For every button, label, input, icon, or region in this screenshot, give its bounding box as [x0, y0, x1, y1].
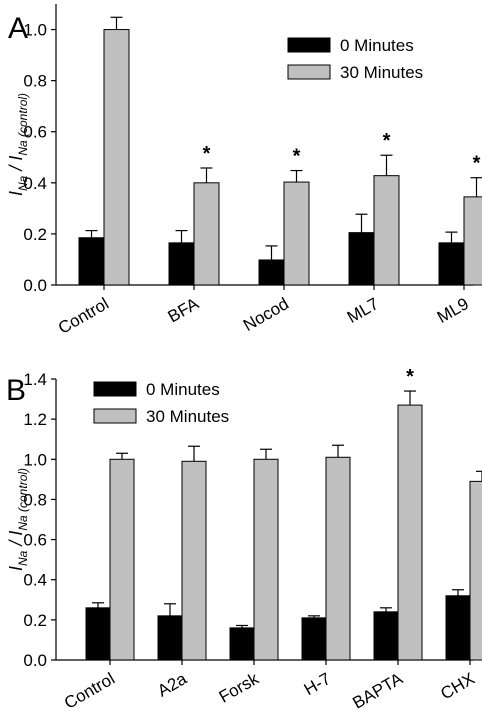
y-tick-label: 0.4 [23, 571, 47, 590]
y-tick-label: 0.2 [23, 225, 47, 244]
category-label: Control [61, 669, 118, 713]
y-axis-label: INa / INa (control) [6, 468, 30, 571]
bar-0min [445, 595, 471, 661]
bar-0min [258, 259, 285, 286]
significance-star: * [406, 366, 414, 388]
significance-star: * [203, 143, 211, 165]
category-label: Forsk [216, 669, 263, 707]
significance-star: * [473, 153, 481, 175]
bar-30min [193, 182, 220, 286]
bar-30min [469, 480, 482, 661]
bar-30min [103, 29, 130, 286]
category-label: ML7 [344, 294, 382, 327]
category-label: BAPTA [349, 669, 406, 713]
category-label: CHX [437, 669, 478, 703]
y-tick-label: 0.8 [23, 72, 47, 91]
category-label: Control [55, 294, 112, 338]
panel-b: B 0.0 0.2 0.4 0.6 0.8 1.0 1.2 1.4 INa / INa (cont… [6, 366, 482, 713]
legend-label: 30 Minutes [340, 63, 423, 82]
y-tick-label: 0.6 [23, 531, 47, 550]
y-tick-label: 0.2 [23, 611, 47, 630]
legend-swatch [287, 64, 331, 80]
panel-a: A 0.0 0.2 0.4 0.6 0.8 1.0 INa / INa (control) Co… [6, 4, 482, 338]
panel-letter: A [8, 12, 28, 45]
category-label: ML9 [434, 294, 472, 327]
legend-label: 0 Minutes [340, 36, 414, 55]
y-axis-label: INa / INa (control) [6, 93, 30, 196]
bar-0min [157, 615, 183, 661]
y-tick-label: 1.2 [23, 410, 47, 429]
category-label: H-7 [301, 669, 334, 699]
category-label: A2a [154, 669, 190, 701]
bar-0min [301, 617, 327, 661]
bar-30min [181, 460, 207, 661]
bar-0min [85, 607, 111, 661]
category-label: BFA [165, 294, 203, 327]
bar-30min [325, 456, 351, 661]
bar-30min [283, 181, 310, 286]
bar-0min [438, 242, 465, 286]
bar-0min [373, 611, 399, 661]
category-label: Nocod [240, 294, 292, 335]
bar-0min [229, 627, 255, 661]
legend-label: 0 Minutes [146, 380, 220, 399]
legend-label: 30 Minutes [146, 407, 229, 426]
y-tick-label: 0.6 [23, 123, 47, 142]
significance-star: * [293, 146, 301, 168]
y-tick-label: 1.0 [23, 21, 47, 40]
bar-0min [78, 237, 105, 286]
y-tick-label: 1.0 [23, 450, 47, 469]
y-tick-label: 0.4 [23, 174, 47, 193]
legend-swatch [93, 381, 137, 397]
bar-0min [348, 232, 375, 286]
bar-30min [397, 404, 423, 661]
significance-star: * [383, 130, 391, 152]
panel-letter: B [6, 374, 26, 407]
y-tick-label: 0.0 [23, 276, 47, 295]
bar-30min [463, 196, 482, 286]
bar-30min [109, 458, 135, 661]
bar-30min [373, 175, 400, 286]
y-tick-label: 0.0 [23, 651, 47, 670]
bar-0min [168, 242, 195, 286]
y-tick-label: 0.8 [23, 490, 47, 509]
y-tick-label: 1.4 [23, 370, 47, 389]
bar-30min [253, 458, 279, 661]
legend-swatch [93, 408, 137, 424]
legend-swatch [287, 37, 331, 53]
